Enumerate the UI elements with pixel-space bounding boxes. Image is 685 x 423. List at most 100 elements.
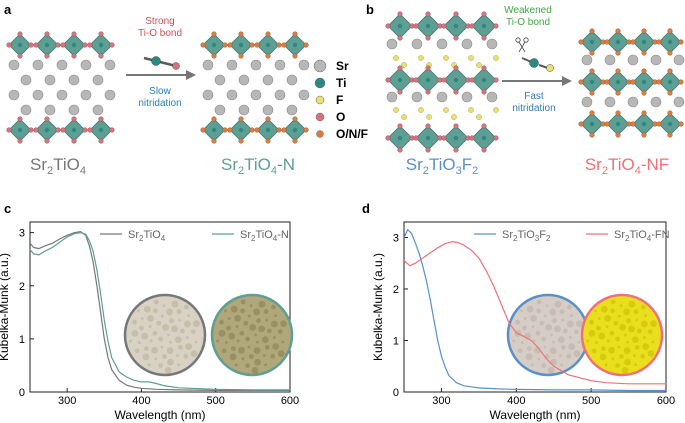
- ti-atom: [453, 135, 459, 141]
- chart-kubelka-munk-c: 300 400 500 600 0 1 2 3 Wavelength (nm) Kubelka-M…: [0, 221, 299, 422]
- sr-atom: [386, 91, 398, 103]
- anion-atom: [227, 42, 233, 48]
- ti-atom: [425, 135, 431, 141]
- ti-atom: [589, 121, 595, 127]
- sr-atom: [44, 74, 56, 86]
- sr-atom: [32, 59, 44, 71]
- sr-atom: [8, 89, 20, 101]
- anion-atom: [385, 23, 391, 29]
- anion-atom: [453, 35, 459, 41]
- y-tick-label: 0: [393, 387, 399, 399]
- y-tick-label: 1: [393, 335, 399, 347]
- ti-atom: [44, 42, 50, 48]
- legend-atom-label: Sr: [336, 59, 349, 73]
- anion-atom: [589, 28, 595, 34]
- sr-atom: [202, 59, 214, 71]
- sr-atom: [262, 104, 274, 116]
- anion-atom: [667, 50, 673, 56]
- chart-kubelka-munk-d: 300 400 500 600 0 1 2 3 Wavelength (nm) Kubelka-M…: [371, 221, 675, 422]
- sr-atom: [68, 74, 80, 86]
- sr-atom: [286, 104, 298, 116]
- anion-atom: [615, 50, 621, 56]
- crystal-structure-sr2tio4-nf: [578, 28, 685, 138]
- anion-atom: [28, 127, 34, 133]
- bond-label-strong-line2: Ti-O bond: [138, 28, 182, 39]
- f-atom: [426, 114, 432, 120]
- crystal-structure-sr2tio3f2: [385, 11, 499, 153]
- x-tick-label: 500: [207, 395, 225, 407]
- ti-atom: [71, 127, 77, 133]
- anion-atom: [385, 135, 391, 141]
- ti-atom: [98, 42, 104, 48]
- f-atom: [401, 62, 407, 68]
- anion-atom: [254, 42, 260, 48]
- anion-atom: [589, 90, 595, 96]
- anion-atom: [397, 147, 403, 153]
- sr-atom: [627, 96, 639, 108]
- ti-atom: [71, 42, 77, 48]
- sr-atom: [274, 89, 286, 101]
- y-axis-label: Kubelka-Munk (a.u.): [371, 253, 385, 361]
- anion-atom: [589, 68, 595, 74]
- anion-atom: [578, 39, 584, 45]
- ti-atom: [397, 135, 403, 141]
- sr-atom: [386, 38, 398, 50]
- f-atom: [443, 107, 449, 113]
- anion-atom: [17, 138, 23, 144]
- anion-atom: [667, 90, 673, 96]
- x-tick-label: 600: [657, 395, 675, 407]
- sr-atom: [673, 54, 685, 66]
- anion-atom: [44, 53, 50, 59]
- anion-atom: [200, 42, 206, 48]
- sr-atom: [486, 38, 498, 50]
- anion-atom: [227, 127, 233, 133]
- legend-atom-label: F: [336, 93, 343, 107]
- ti-atom-icon: [151, 56, 161, 66]
- anion-atom: [33, 42, 39, 48]
- process-label-fast-line1: Fast: [524, 91, 544, 102]
- sr-atom: [650, 96, 662, 108]
- sr-atom: [581, 96, 593, 108]
- anion-atom: [413, 77, 419, 83]
- anion-atom: [589, 50, 595, 56]
- ti-atom: [667, 79, 673, 85]
- ti-atom: [425, 23, 431, 29]
- sr-atom: [486, 91, 498, 103]
- anion-atom: [604, 79, 610, 85]
- legend-atom-o-n-f: [316, 130, 324, 138]
- anion-atom: [630, 79, 636, 85]
- sr-atom: [226, 89, 238, 101]
- anion-atom: [493, 135, 499, 141]
- anion-atom: [397, 65, 403, 71]
- anion-atom: [82, 42, 88, 48]
- series-line-1: [29, 231, 290, 391]
- sr-atom: [56, 59, 68, 71]
- f-atom: [451, 114, 457, 120]
- anion-atom: [98, 31, 104, 37]
- x-tick-label: 300: [58, 395, 76, 407]
- f-atom: [393, 107, 399, 113]
- anion-atom: [641, 68, 647, 74]
- anion-atom: [481, 65, 487, 71]
- anion-atom: [33, 127, 39, 133]
- anion-atom: [17, 53, 23, 59]
- anion-atom: [589, 132, 595, 138]
- anion-atom: [493, 23, 499, 29]
- y-tick-label: 2: [393, 284, 399, 296]
- ti-atom: [615, 39, 621, 45]
- sr-atom: [214, 104, 226, 116]
- ti-atom: [641, 121, 647, 127]
- compound-label-sr2tio4: Sr2TiO4: [30, 155, 86, 177]
- anion-atom: [281, 42, 287, 48]
- sr-atom: [673, 96, 685, 108]
- ti-atom: [265, 42, 271, 48]
- x-tick-label: 500: [582, 395, 600, 407]
- f-atom: [468, 55, 474, 61]
- ti-atom-icon-b: [529, 58, 539, 68]
- anion-atom: [615, 90, 621, 96]
- anion-atom: [397, 35, 403, 41]
- ti-atom: [481, 77, 487, 83]
- f-atom: [401, 114, 407, 120]
- ti-atom: [425, 77, 431, 83]
- ti-atom: [292, 127, 298, 133]
